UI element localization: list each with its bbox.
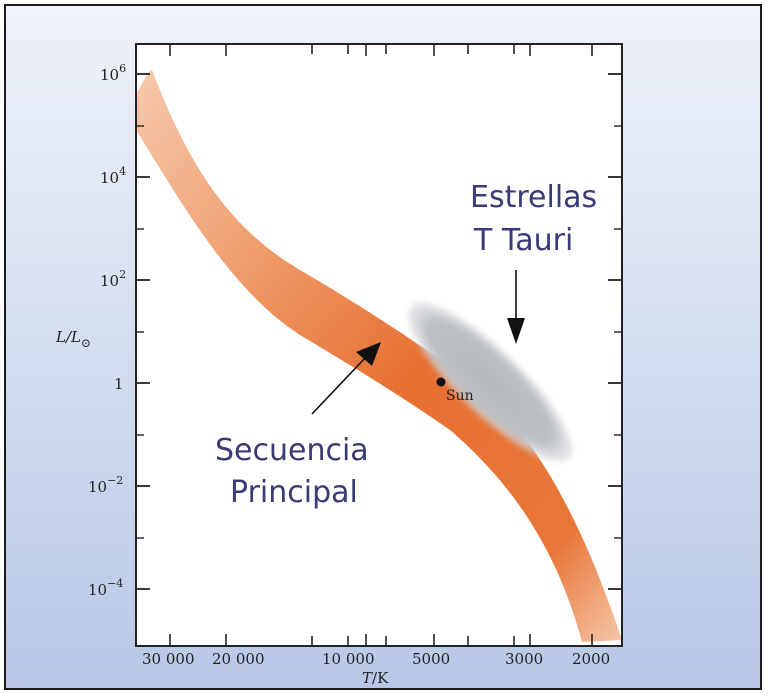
- x-tick-label: 5000: [412, 650, 450, 668]
- y-tick-label: 10−4: [88, 577, 123, 599]
- main-sequence-annotation-line1: Secuencia: [215, 433, 369, 468]
- x-tick-label: 10 000: [322, 650, 375, 668]
- y-minor-ticks: [136, 125, 622, 539]
- y-major-ticks: [136, 73, 622, 590]
- main-sequence-band: [136, 70, 622, 642]
- t-tauri-arrow: [507, 270, 525, 344]
- y-tick-label: 1: [114, 375, 124, 393]
- y-tick-label: 104: [100, 165, 126, 187]
- t-tauri-annotation-line1: Estrellas: [470, 180, 597, 215]
- y-axis-label: L/L⊙: [55, 328, 91, 350]
- y-tick-label: 102: [100, 268, 126, 290]
- x-tick-label: 20 000: [212, 650, 265, 668]
- y-tick-label: 10−2: [88, 474, 123, 496]
- x-axis-label: T/K: [362, 669, 389, 687]
- y-tick-labels: 106 104 102 1 10−2 10−4: [88, 62, 126, 599]
- x-tick-label: 2000: [572, 650, 610, 668]
- x-tick-label: 3000: [505, 650, 543, 668]
- main-sequence-arrow: [311, 342, 381, 415]
- sun-point: [436, 377, 446, 387]
- sun-label: Sun: [446, 388, 474, 404]
- t-tauri-annotation-line2: T Tauri: [473, 223, 573, 258]
- x-ticks: [169, 44, 593, 646]
- main-sequence-annotation-line2: Principal: [230, 475, 358, 510]
- x-tick-labels: 30 000 20 000 10 000 5000 3000 2000: [142, 650, 610, 668]
- axes-box: [135, 43, 623, 647]
- t-tauri-region: [407, 302, 573, 462]
- y-tick-label: 106: [100, 62, 126, 84]
- x-tick-label: 30 000: [142, 650, 195, 668]
